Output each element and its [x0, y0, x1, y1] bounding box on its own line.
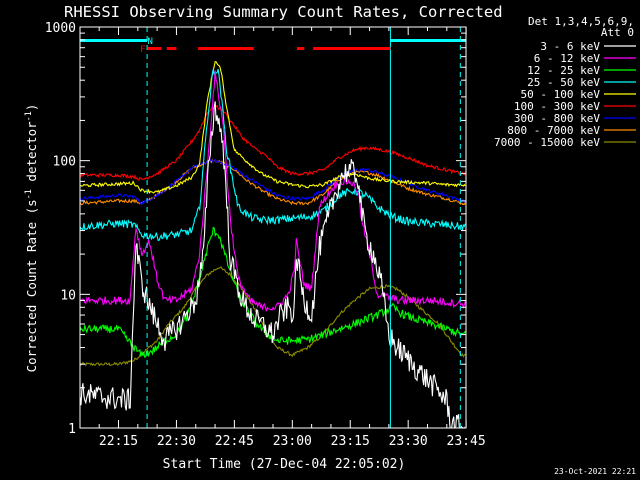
x-tick-label: 23:45 — [447, 434, 486, 449]
flare-interval-bar — [198, 47, 254, 50]
annotation-label: F — [140, 45, 145, 55]
x-tick-label: 23:00 — [273, 434, 312, 449]
night-interval-bar — [390, 39, 466, 42]
legend-header-line: Att 0 — [601, 26, 634, 39]
footer-timestamp: 23-Oct-2021 22:21 — [554, 467, 636, 476]
legend-entry-label: 800 - 7000 keV — [507, 124, 600, 137]
series-line-100-300-kev — [80, 104, 466, 182]
annotation-label: N — [147, 37, 152, 47]
plot-clipped-group — [80, 27, 466, 428]
y-tick-label: 10 — [60, 288, 76, 303]
y-axis-label: Corrected Count Rate (s-1 detector-1) — [24, 104, 39, 373]
y-axis-label-mid: detector — [24, 121, 39, 189]
axes: 22:15 22:30 22:45 23:00 23:15 23:30 23:45 1 10 10… — [45, 21, 486, 449]
legend-entry-label: 50 - 100 keV — [521, 88, 601, 101]
series-line-3-6-kev — [80, 101, 466, 428]
legend-entry-label: 12 - 25 keV — [527, 64, 600, 77]
night-interval-bar — [80, 39, 148, 42]
legend-entry-label: 100 - 300 keV — [514, 100, 600, 113]
plot-area: NF — [80, 27, 466, 428]
x-tick-label: 22:45 — [215, 434, 254, 449]
legend-entry-label: 3 - 6 keV — [540, 40, 600, 53]
flare-interval-bar — [147, 47, 162, 50]
flare-interval-bar — [166, 47, 177, 50]
chart-title: RHESSI Observing Summary Count Rates, Co… — [64, 3, 503, 21]
legend-entry-label: 7000 - 15000 keV — [494, 136, 600, 149]
legend-entry-label: 300 - 800 keV — [514, 112, 600, 125]
y-tick-label: 1000 — [45, 21, 76, 36]
series-line-6-12-kev — [80, 70, 466, 312]
series-line-25-50-kev — [80, 68, 466, 242]
y-axis-label-sup1: -1 — [24, 189, 34, 199]
legend-entry-label: 25 - 50 keV — [527, 76, 600, 89]
x-tick-label: 22:15 — [99, 434, 138, 449]
y-axis-label-end: ) — [24, 104, 39, 112]
x-axis-label: Start Time (27-Dec-04 22:05:02) — [163, 457, 406, 472]
y-tick-label: 1 — [68, 422, 76, 437]
x-tick-label: 22:30 — [157, 434, 196, 449]
x-tick-label: 23:15 — [331, 434, 370, 449]
flare-interval-bar — [296, 47, 305, 50]
legend-entry-label: 6 - 12 keV — [534, 52, 601, 65]
legend-header-line: Det 1,3,4,5,6,9, — [528, 15, 634, 28]
flare-interval-bar — [313, 47, 391, 50]
series-line-300-800-kev — [80, 158, 466, 206]
y-tick-label: 100 — [53, 155, 76, 170]
y-axis-label-main: Corrected Count Rate (s — [24, 199, 39, 372]
series-line-50-100-kev — [80, 60, 466, 195]
x-tick-label: 23:30 — [389, 434, 428, 449]
y-axis-label-sup2: -1 — [24, 111, 34, 121]
